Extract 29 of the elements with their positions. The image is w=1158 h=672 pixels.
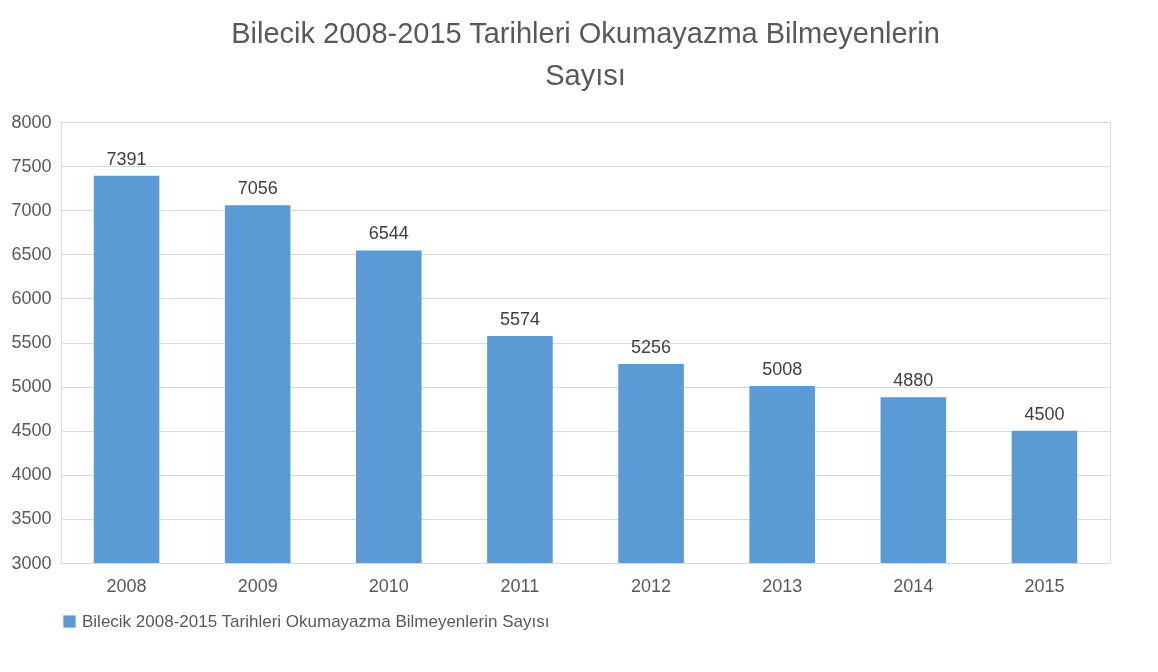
- legend-label: Bilecik 2008-2015 Tarihleri Okumayazma Bilmeyenlerin Sayısı: [82, 611, 550, 631]
- y-tick-label: 5000: [11, 376, 52, 397]
- data-label: 4880: [893, 370, 934, 391]
- y-tick-label: 3500: [11, 508, 52, 529]
- data-label: 5256: [631, 337, 672, 358]
- x-tick-label: 2012: [631, 575, 672, 596]
- y-tick-label: 4000: [11, 464, 52, 485]
- data-label: 4500: [1024, 403, 1065, 424]
- data-label: 5574: [499, 308, 540, 329]
- chart-title: Bilecik 2008-2015 Tarihleri Okumayazma Bilmeyenlerin Sayısı: [231, 17, 940, 91]
- y-tick-label: 7500: [11, 155, 52, 176]
- y-tick-label: 6500: [11, 243, 52, 264]
- y-tick-label: 8000: [11, 111, 52, 132]
- x-tick-label: 2008: [106, 575, 147, 596]
- y-tick-label: 7000: [11, 199, 52, 220]
- data-label: 7056: [237, 178, 278, 199]
- data-label: 5008: [762, 358, 803, 379]
- x-tick-label: 2013: [762, 575, 803, 596]
- x-tick-label: 2014: [893, 575, 934, 596]
- x-tick-label: 2009: [237, 575, 278, 596]
- y-tick-label: 4500: [11, 420, 52, 441]
- data-label: 6544: [368, 223, 409, 244]
- x-tick-label: 2010: [368, 575, 409, 596]
- y-tick-label: 5500: [11, 332, 52, 352]
- data-label: 7391: [106, 148, 147, 169]
- y-tick-label: 3000: [11, 552, 52, 573]
- x-tick-label: 2011: [500, 575, 540, 596]
- x-tick-label: 2015: [1024, 575, 1065, 596]
- y-tick-label: 6000: [11, 287, 52, 308]
